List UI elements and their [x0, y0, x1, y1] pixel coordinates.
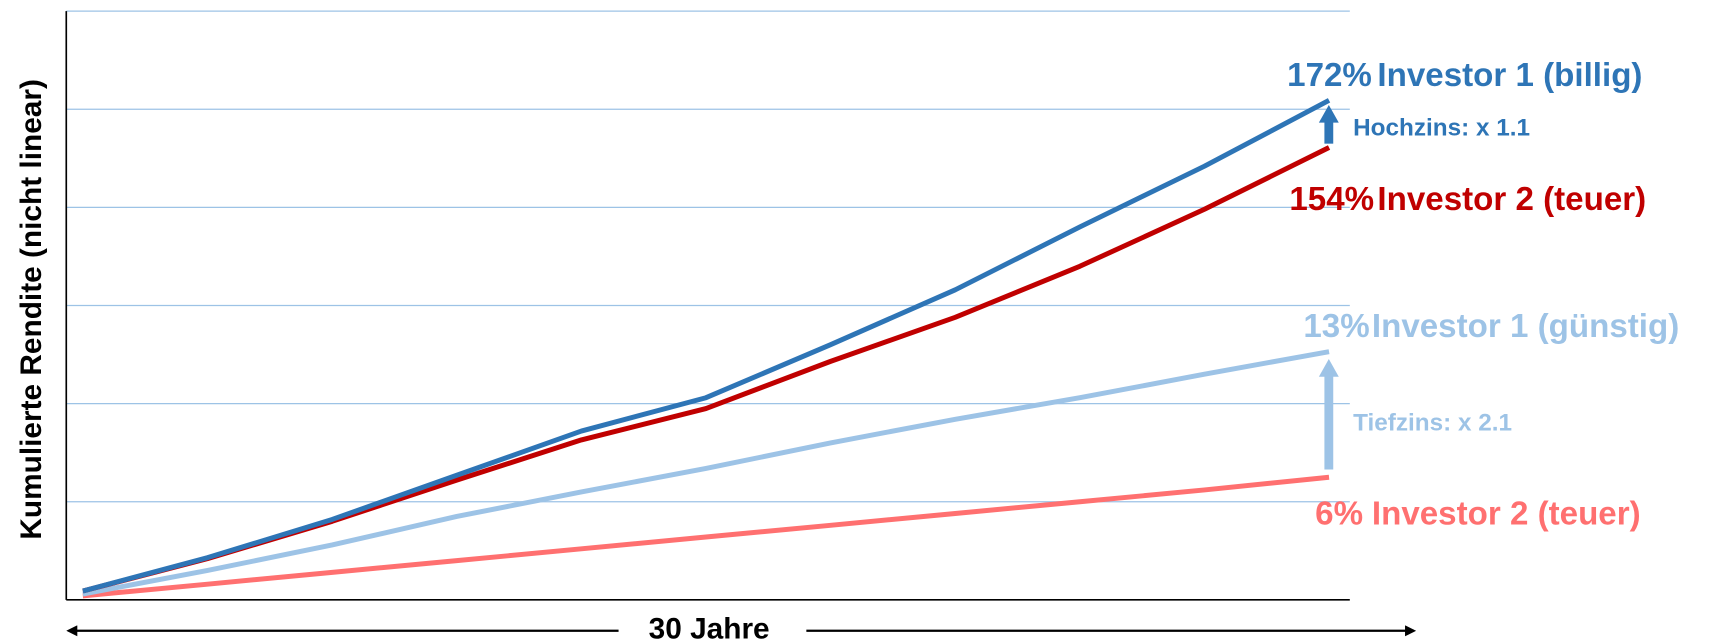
- end-label: 13%: [1303, 308, 1369, 345]
- x-axis-label: 30 Jahre: [649, 613, 770, 643]
- arrow-head: [1318, 105, 1339, 123]
- legend-label: Investor 1 (günstig): [1372, 308, 1679, 345]
- series-line: [82, 474, 1330, 599]
- legend-label: Investor 1 (billig): [1377, 57, 1642, 94]
- labels: 172% Investor 1 (billig)154% Investor 2 (t…: [1287, 57, 1679, 533]
- arrow-head: [1318, 359, 1339, 377]
- series-line: [82, 145, 1331, 594]
- end-label: 6%: [1315, 496, 1363, 533]
- legend-label: Investor 2 (teuer): [1377, 181, 1646, 218]
- end-label: 172%: [1287, 57, 1372, 94]
- annotation: Hochzins: x 1.1: [1353, 115, 1530, 142]
- annotation: Tiefzins: x 2.1: [1353, 410, 1512, 437]
- y-axis-label: Kumulierte Rendite (nicht linear): [15, 79, 48, 540]
- lines: [82, 98, 1331, 599]
- grid: [66, 10, 1350, 503]
- legend-label: Investor 2 (teuer): [1372, 496, 1641, 533]
- series-line: [82, 349, 1330, 597]
- series-line: [82, 98, 1331, 594]
- end-label: 154%: [1289, 181, 1374, 218]
